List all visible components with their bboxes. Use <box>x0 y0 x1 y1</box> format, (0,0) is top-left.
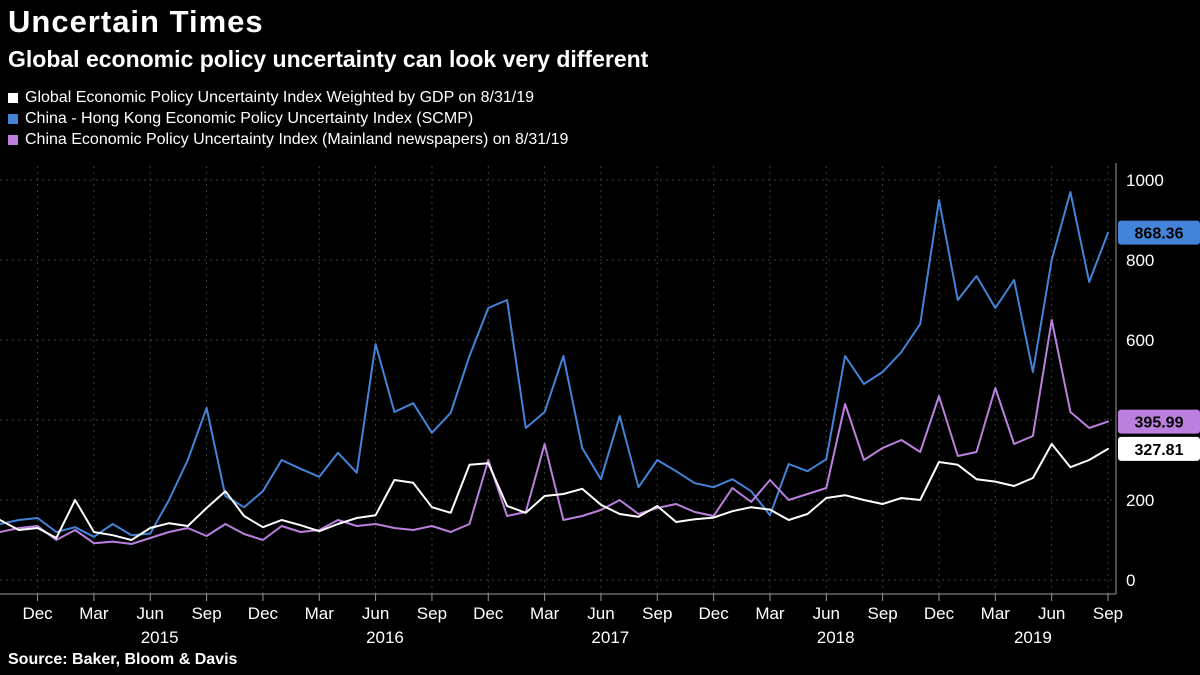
y-tick-label: 800 <box>1126 251 1154 270</box>
source-credit: Source: Baker, Bloom & Davis <box>8 651 238 668</box>
end-value-label-china-hk-scmp: 868.36 <box>1135 226 1184 243</box>
x-tick-label: Mar <box>755 604 785 623</box>
x-tick-label: Sep <box>417 604 447 623</box>
x-tick-label: Jun <box>813 604 840 623</box>
x-tick-label: Dec <box>473 604 504 623</box>
x-tick-label: Mar <box>305 604 335 623</box>
y-tick-label: 200 <box>1126 491 1154 510</box>
legend-item-global: Global Economic Policy Uncertainty Index… <box>8 88 568 108</box>
x-year-label: 2019 <box>1014 628 1052 647</box>
x-year-label: 2015 <box>141 628 179 647</box>
x-tick-label: Dec <box>248 604 279 623</box>
x-year-label: 2016 <box>366 628 404 647</box>
series-line-china-hk-scmp <box>0 191 1109 538</box>
x-tick-label: Dec <box>699 604 730 623</box>
legend-label: China - Hong Kong Economic Policy Uncert… <box>25 110 474 127</box>
x-tick-label: Sep <box>1093 604 1123 623</box>
y-tick-label: 1000 <box>1126 171 1164 190</box>
x-tick-label: Mar <box>530 604 560 623</box>
end-value-badge-china-mainland <box>1118 409 1200 434</box>
x-tick-label: Sep <box>191 604 221 623</box>
legend-swatch-icon <box>8 135 18 145</box>
chart-subtitle: Global economic policy uncertainty can l… <box>8 46 649 72</box>
end-value-label-china-mainland: 395.99 <box>1135 415 1184 432</box>
x-tick-label: Dec <box>22 604 53 623</box>
x-tick-label: Sep <box>868 604 898 623</box>
x-tick-label: Jun <box>587 604 614 623</box>
x-year-label: 2017 <box>591 628 629 647</box>
x-tick-label: Mar <box>981 604 1011 623</box>
legend-item-china-mainland: China Economic Policy Uncertainty Index … <box>8 130 568 150</box>
x-tick-label: Dec <box>924 604 955 623</box>
x-year-label: 2018 <box>817 628 855 647</box>
x-tick-label: Jun <box>362 604 389 623</box>
end-value-badge-global-gdp-weighted <box>1118 436 1200 461</box>
legend-label: Global Economic Policy Uncertainty Index… <box>25 89 535 106</box>
legend-label: China Economic Policy Uncertainty Index … <box>25 131 569 148</box>
end-value-badge-china-hk-scmp <box>1118 220 1200 245</box>
legend-swatch-icon <box>8 93 18 103</box>
x-tick-label: Jun <box>137 604 164 623</box>
legend-item-china-hk: China - Hong Kong Economic Policy Uncert… <box>8 109 568 129</box>
y-tick-label: 600 <box>1126 331 1154 350</box>
y-tick-label: 0 <box>1126 571 1135 590</box>
end-value-label-global-gdp-weighted: 327.81 <box>1135 442 1184 459</box>
series-line-global-gdp-weighted <box>0 443 1109 541</box>
x-tick-label: Mar <box>79 604 109 623</box>
x-tick-label: Sep <box>642 604 672 623</box>
legend-swatch-icon <box>8 114 18 124</box>
x-tick-label: Jun <box>1038 604 1065 623</box>
page-title: Uncertain Times <box>8 4 264 39</box>
legend: Global Economic Policy Uncertainty Index… <box>8 88 568 150</box>
series-line-china-mainland <box>0 319 1109 545</box>
